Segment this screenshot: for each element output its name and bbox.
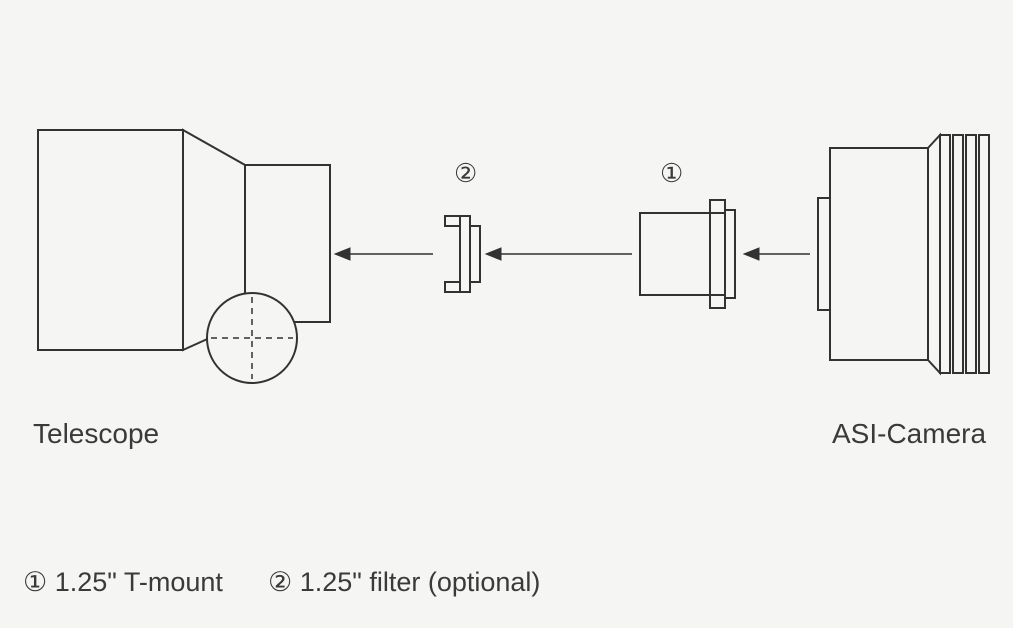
legend-1: ① 1.25" T-mount <box>23 567 223 598</box>
marker-2: ② <box>454 158 477 189</box>
legend-2: ② 1.25" filter (optional) <box>268 567 540 598</box>
camera-label: ASI-Camera <box>832 418 986 450</box>
marker-1: ① <box>660 158 683 189</box>
diagram-svg <box>0 0 1013 628</box>
telescope-label: Telescope <box>33 418 159 450</box>
diagram-container: Telescope ASI-Camera ① ② ① 1.25" T-mount… <box>0 0 1013 628</box>
